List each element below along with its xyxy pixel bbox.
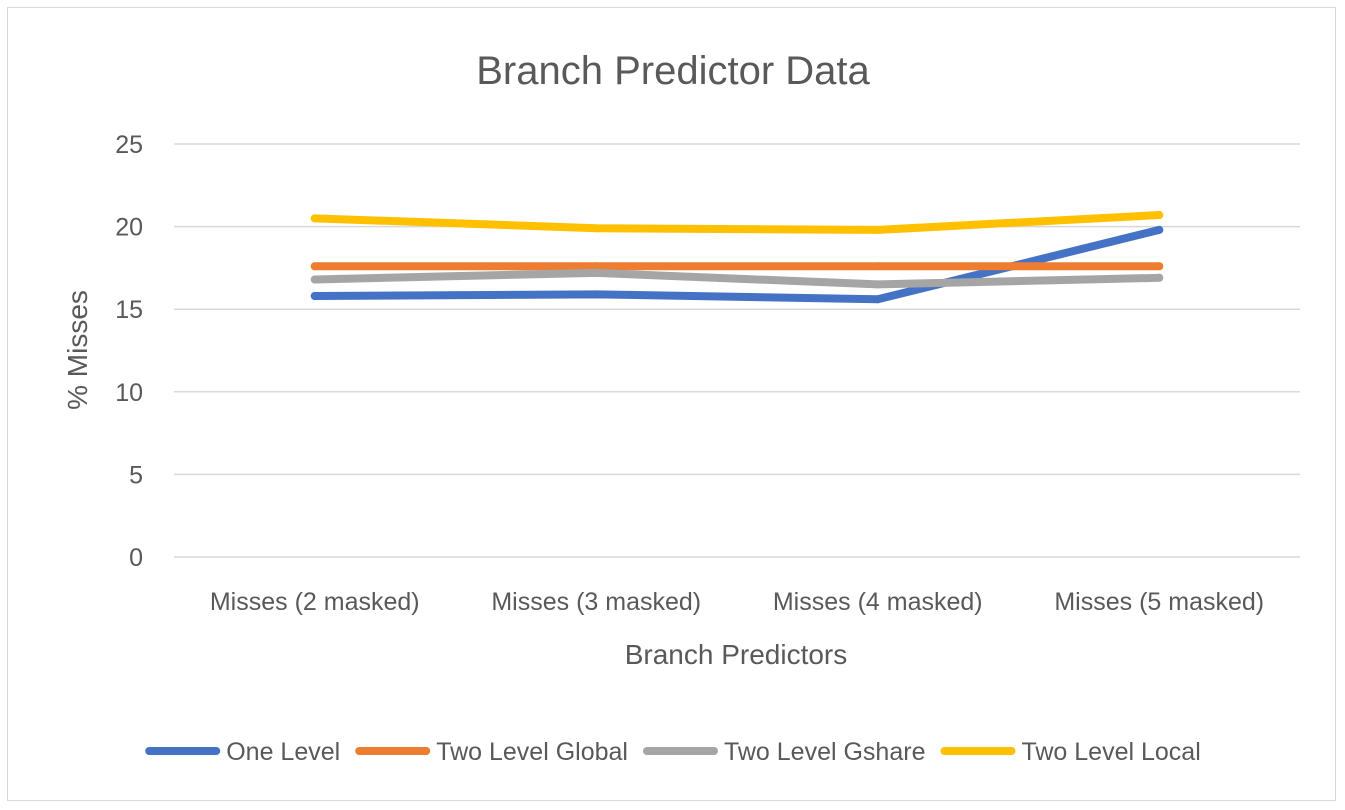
data-point [592,290,601,299]
legend-label: Two Level Global [436,738,628,766]
gridlines [174,143,1300,558]
legend-item: One Level [145,738,340,766]
data-point [592,224,601,233]
series-two-level-gshare [310,268,1164,289]
y-tick-label: 20 [115,214,143,242]
data-point [873,295,882,304]
data-point [592,262,601,271]
chart-frame [7,7,1336,801]
data-point [310,262,319,271]
legend-item: Two Level Global [355,738,628,766]
y-tick-label: 10 [115,379,143,407]
series-lines [310,211,1164,304]
y-tick-label: 25 [115,131,143,159]
data-point [310,214,319,223]
x-tick-label: Misses (5 masked) [1054,588,1264,616]
legend-label: Two Level Gshare [724,738,926,766]
data-point [592,268,601,277]
x-tick-label: Misses (3 masked) [491,588,701,616]
y-tick-label: 0 [129,544,143,572]
x-axis-ticks: Misses (2 masked) Misses (3 masked) Misses… [210,588,1264,616]
data-point [1155,211,1164,220]
data-point [310,291,319,300]
series-line [310,211,1164,234]
legend-label: Two Level Local [1021,738,1200,766]
y-tick-label: 15 [115,296,143,324]
legend-item: Two Level Local [940,738,1201,766]
legend-item: Two Level Gshare [642,738,926,766]
x-axis-label: Branch Predictors [625,639,848,670]
y-tick-label: 5 [129,461,143,489]
x-tick-label: Misses (2 masked) [210,588,420,616]
data-point [873,280,882,289]
data-point [1155,262,1164,271]
y-axis-ticks: 0 5 10 15 20 25 [115,131,143,572]
series-two-level-global [310,262,1164,271]
data-point [1155,225,1164,234]
series-two-level-local [310,211,1164,234]
data-point [873,262,882,271]
data-point [1155,273,1164,282]
series-line [310,268,1164,289]
data-point [873,225,882,234]
x-tick-label: Misses (4 masked) [773,588,983,616]
legend-label: One Level [226,738,340,766]
chart-title: Branch Predictor Data [476,49,870,93]
legend: One Level Two Level Global Two Level Gshar… [145,738,1201,766]
data-point [310,275,319,284]
y-axis-label: % Misses [62,290,93,410]
